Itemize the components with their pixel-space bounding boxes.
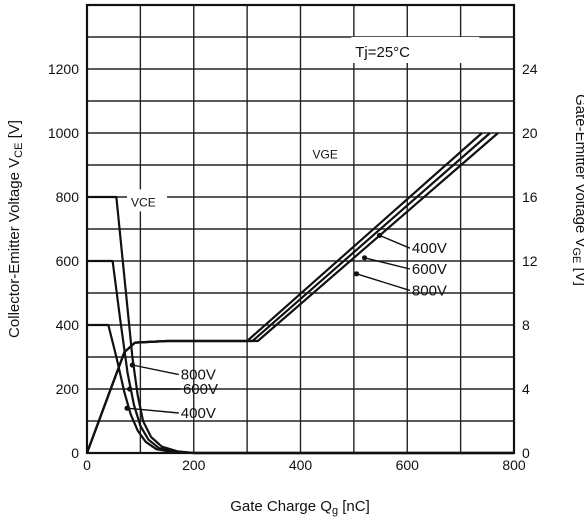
y-left-tick-label: 800 <box>56 189 80 205</box>
vge-leader-line <box>379 234 411 249</box>
y-right-tick-label: 4 <box>522 381 530 397</box>
y-right-tick-label: 8 <box>522 317 530 333</box>
vge-leader-dot <box>361 255 368 261</box>
vge-leader-line <box>356 273 411 292</box>
vce-label: VCE <box>131 195 156 209</box>
y-left-axis-title: Collector-Emitter Voltage VCE [V] <box>6 120 25 338</box>
vge-legend-label: 800V <box>412 282 447 299</box>
y-left-tick-label: 200 <box>56 381 80 397</box>
x-tick-label: 0 <box>83 457 91 473</box>
grid-layer <box>87 5 514 453</box>
vge-leader-dot <box>353 271 360 277</box>
vge-legend-label: 400V <box>412 240 447 257</box>
condition-label: Tj=25°C <box>355 44 410 61</box>
plot-frame <box>85 3 516 455</box>
y-left-tick-label: 0 <box>71 445 79 461</box>
y-right-tick-label: 16 <box>522 189 538 205</box>
x-tick-label: 600 <box>396 457 420 473</box>
condition-label-bg <box>351 37 480 63</box>
x-tick-label: 200 <box>182 457 206 473</box>
vge-curve-800v <box>85 132 499 454</box>
y-right-tick-label: 12 <box>522 253 538 269</box>
vge-label: VGE <box>313 147 338 161</box>
vce-label-bg <box>127 189 168 212</box>
vce-legend-label: 600V <box>183 381 218 398</box>
vce-legend-label: 800V <box>181 367 216 384</box>
vge-leader-dot <box>376 232 383 238</box>
vge-label-bg <box>308 141 349 164</box>
vce-leader-dot <box>129 362 135 368</box>
y-right-tick-label: 24 <box>522 61 538 77</box>
tick-layer: 0 200 400 600 800020040060080010001200048121… <box>48 61 538 473</box>
y-right-axis-title: Gate-Emitter Voltage VGE [V] <box>570 94 584 286</box>
y-left-tick-label: 1200 <box>48 61 79 77</box>
vce-legend-label: 400V <box>181 405 216 422</box>
vce-leader-line <box>132 364 179 376</box>
vge-leader-line <box>364 257 411 270</box>
vce-leader-line <box>126 407 179 414</box>
y-left-tick-label: 400 <box>56 317 80 333</box>
x-tick-label: 800 <box>502 457 526 473</box>
y-right-tick-label: 20 <box>522 125 538 141</box>
x-axis-title: Gate Charge Qg [nC] <box>230 498 370 517</box>
y-left-tick-label: 600 <box>56 253 80 269</box>
x-tick-label: 400 <box>289 457 313 473</box>
y-left-tick-label: 1000 <box>48 125 79 141</box>
vce-leader-dot <box>124 405 130 411</box>
vge-legend-label: 600V <box>412 261 447 278</box>
vce-leader-dot <box>127 386 133 392</box>
y-right-tick-label: 0 <box>522 445 530 461</box>
